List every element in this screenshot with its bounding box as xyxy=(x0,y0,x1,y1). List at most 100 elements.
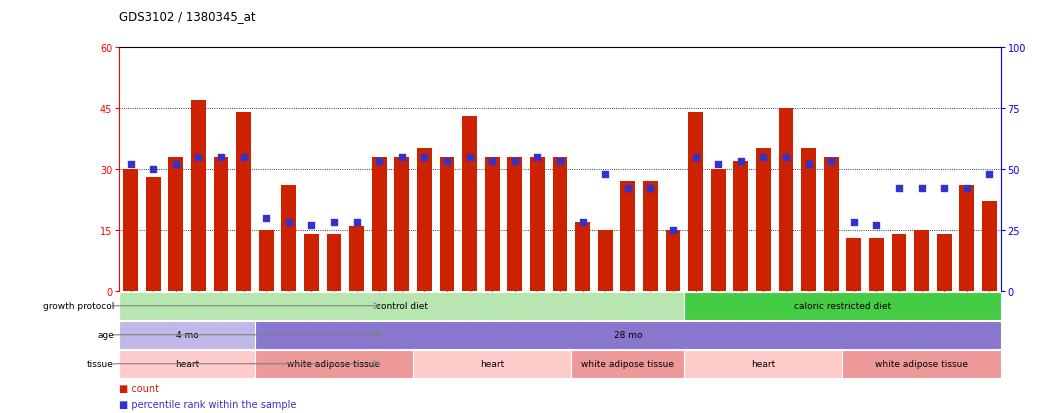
Bar xyxy=(684,350,842,378)
Bar xyxy=(530,157,544,291)
Bar xyxy=(846,238,861,291)
Text: heart: heart xyxy=(480,359,504,368)
Point xyxy=(190,154,206,161)
Bar xyxy=(440,157,454,291)
Point xyxy=(439,159,455,165)
Bar xyxy=(255,321,1001,349)
Text: tissue: tissue xyxy=(87,359,114,368)
Bar xyxy=(119,321,255,349)
Bar xyxy=(733,161,748,291)
Bar xyxy=(689,112,703,291)
Point xyxy=(303,222,319,229)
Bar xyxy=(756,149,770,291)
Bar xyxy=(417,149,431,291)
Point xyxy=(280,220,297,226)
Bar xyxy=(779,109,793,291)
Text: 28 mo: 28 mo xyxy=(614,330,642,339)
Bar xyxy=(304,234,318,291)
Bar xyxy=(598,230,613,291)
Bar xyxy=(823,157,839,291)
Point xyxy=(778,154,794,161)
Point xyxy=(326,220,342,226)
Bar xyxy=(576,222,590,291)
Point xyxy=(416,154,432,161)
Bar xyxy=(255,350,413,378)
Text: white adipose tissue: white adipose tissue xyxy=(875,359,969,368)
Bar xyxy=(959,185,974,291)
Point xyxy=(461,154,478,161)
Point xyxy=(914,185,930,192)
Bar xyxy=(620,182,635,291)
Text: age: age xyxy=(97,330,114,339)
Point xyxy=(167,161,184,168)
Point xyxy=(710,161,727,168)
Bar xyxy=(168,157,184,291)
Bar xyxy=(327,234,341,291)
Point xyxy=(688,154,704,161)
Point xyxy=(619,185,636,192)
Bar xyxy=(191,100,205,291)
Bar xyxy=(915,230,929,291)
Point xyxy=(506,159,523,165)
Bar xyxy=(146,178,161,291)
Point xyxy=(484,159,501,165)
Text: GDS3102 / 1380345_at: GDS3102 / 1380345_at xyxy=(119,10,256,23)
Bar xyxy=(643,182,657,291)
Point xyxy=(936,185,953,192)
Point xyxy=(145,166,162,173)
Point xyxy=(348,220,365,226)
Text: control diet: control diet xyxy=(375,301,428,311)
Bar xyxy=(485,157,500,291)
Text: growth protocol: growth protocol xyxy=(43,301,114,311)
Bar xyxy=(982,202,997,291)
Point xyxy=(732,159,749,165)
Point xyxy=(755,154,772,161)
Bar xyxy=(710,169,726,291)
Bar xyxy=(507,157,522,291)
Point xyxy=(574,220,591,226)
Bar xyxy=(394,157,410,291)
Bar xyxy=(123,169,138,291)
Point xyxy=(122,161,139,168)
Bar xyxy=(553,157,567,291)
Bar xyxy=(463,116,477,291)
Bar xyxy=(684,292,1001,320)
Point xyxy=(393,154,410,161)
Bar xyxy=(281,185,297,291)
Point xyxy=(258,215,275,221)
Point xyxy=(801,161,817,168)
Point xyxy=(665,227,681,234)
Text: 4 mo: 4 mo xyxy=(175,330,198,339)
Text: caloric restricted diet: caloric restricted diet xyxy=(794,301,891,311)
Text: heart: heart xyxy=(751,359,776,368)
Point xyxy=(958,185,975,192)
Bar xyxy=(869,238,884,291)
Point xyxy=(552,159,568,165)
Bar xyxy=(236,112,251,291)
Bar xyxy=(119,350,255,378)
Point xyxy=(823,159,840,165)
Bar xyxy=(666,230,680,291)
Text: heart: heart xyxy=(175,359,199,368)
Text: ■ count: ■ count xyxy=(119,383,160,393)
Point xyxy=(235,154,252,161)
Point xyxy=(529,154,545,161)
Bar xyxy=(802,149,816,291)
Point xyxy=(845,220,862,226)
Bar xyxy=(571,350,684,378)
Bar xyxy=(259,230,274,291)
Text: white adipose tissue: white adipose tissue xyxy=(287,359,381,368)
Text: white adipose tissue: white adipose tissue xyxy=(582,359,674,368)
Bar xyxy=(413,350,571,378)
Bar xyxy=(372,157,387,291)
Point xyxy=(597,171,614,178)
Point xyxy=(981,171,998,178)
Bar xyxy=(936,234,952,291)
Point xyxy=(213,154,229,161)
Bar xyxy=(119,292,684,320)
Bar xyxy=(349,226,364,291)
Text: ■ percentile rank within the sample: ■ percentile rank within the sample xyxy=(119,399,297,409)
Point xyxy=(371,159,388,165)
Bar xyxy=(214,157,228,291)
Point xyxy=(891,185,907,192)
